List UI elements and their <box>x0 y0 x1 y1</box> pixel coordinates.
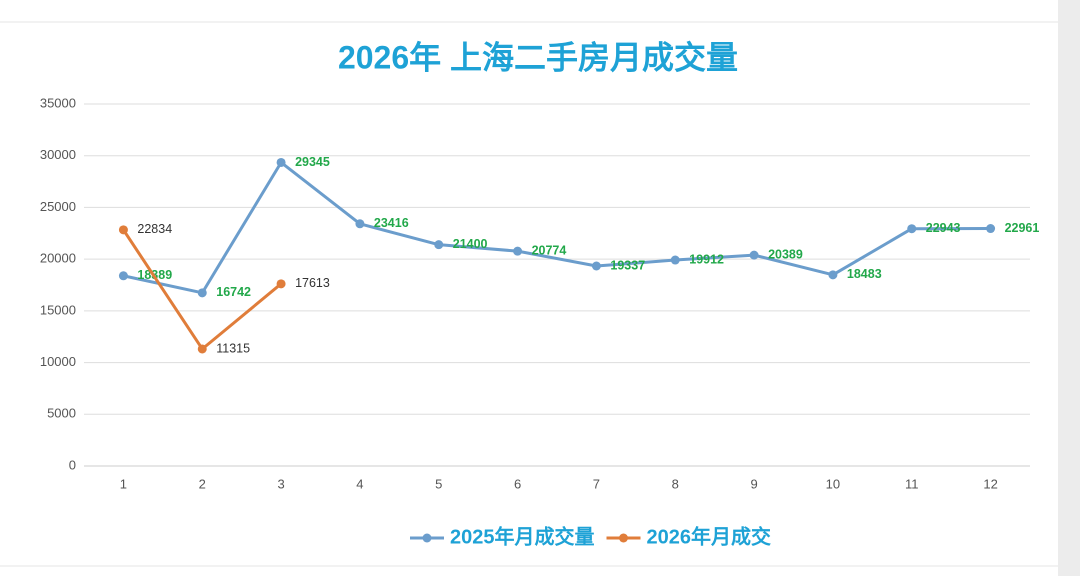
y-tick-label: 35000 <box>40 95 76 110</box>
data-point <box>355 219 365 229</box>
y-tick-label: 15000 <box>40 302 76 317</box>
data-point <box>118 271 128 281</box>
data-label: 20774 <box>532 243 567 257</box>
data-label: 21400 <box>453 237 488 251</box>
data-point <box>276 279 286 289</box>
legend-marker <box>422 533 432 543</box>
legend-label: 2026年月成交 <box>647 524 772 548</box>
x-tick-label: 4 <box>356 476 363 491</box>
y-tick-label: 30000 <box>40 147 76 162</box>
y-tick-label: 0 <box>69 457 76 472</box>
x-tick-label: 11 <box>905 476 919 491</box>
x-tick-label: 12 <box>983 476 997 491</box>
frame-right <box>1058 0 1080 576</box>
x-tick-label: 1 <box>120 476 127 491</box>
y-tick-label: 10000 <box>40 354 76 369</box>
data-point <box>197 288 207 298</box>
data-point <box>828 270 838 280</box>
data-label: 17613 <box>295 276 330 290</box>
x-tick-label: 5 <box>435 476 442 491</box>
data-point <box>907 224 917 234</box>
data-point <box>670 255 680 265</box>
data-label: 11315 <box>216 341 250 355</box>
series-line <box>123 160 991 295</box>
data-point <box>434 240 444 250</box>
x-tick-label: 9 <box>750 476 757 491</box>
data-label: 19337 <box>610 258 645 272</box>
x-tick-label: 10 <box>826 476 840 491</box>
y-tick-label: 5000 <box>47 406 76 421</box>
data-label: 29345 <box>295 155 330 169</box>
y-tick-label: 20000 <box>40 251 76 266</box>
data-label: 22834 <box>137 222 172 236</box>
data-point <box>513 246 523 256</box>
chart-title: 2026年 上海二手房月成交量 <box>338 39 738 75</box>
data-label: 16742 <box>216 285 251 299</box>
data-label: 22943 <box>926 221 961 235</box>
data-point <box>591 261 601 271</box>
data-label: 19912 <box>689 252 724 266</box>
x-tick-label: 2 <box>199 476 206 491</box>
x-tick-label: 8 <box>672 476 679 491</box>
x-tick-label: 7 <box>593 476 600 491</box>
data-point <box>197 344 207 354</box>
data-point <box>749 250 759 260</box>
data-label: 22961 <box>1005 221 1040 235</box>
data-label: 23416 <box>374 216 409 230</box>
x-tick-label: 6 <box>514 476 521 491</box>
data-label: 20389 <box>768 247 803 261</box>
y-tick-label: 25000 <box>40 199 76 214</box>
data-point <box>986 224 996 234</box>
legend-label: 2025年月成交量 <box>450 524 595 548</box>
data-label: 18483 <box>847 267 882 281</box>
data-point <box>276 157 286 167</box>
x-tick-label: 3 <box>277 476 284 491</box>
data-point <box>118 225 128 235</box>
legend-marker <box>619 533 628 543</box>
